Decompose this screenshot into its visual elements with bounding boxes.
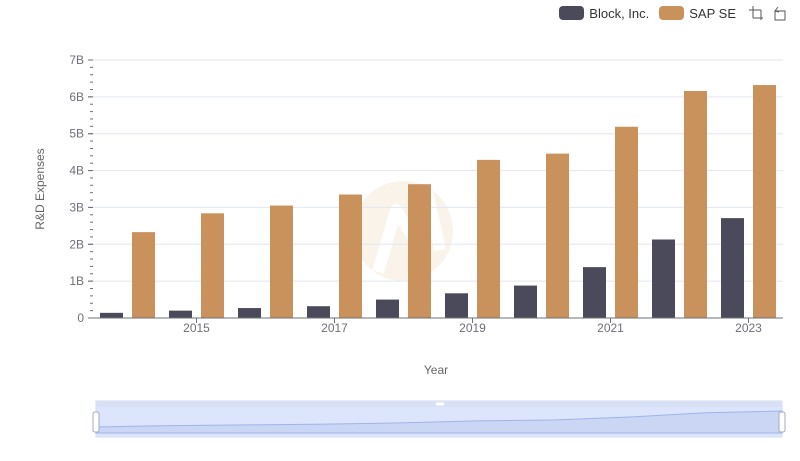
legend-item-block[interactable]: Block, Inc. (559, 6, 649, 21)
datazoom-preview-line (95, 410, 783, 434)
bar-sap-2019 (477, 159, 500, 318)
bar-series[interactable] (100, 85, 776, 319)
y-minor-ticks (88, 59, 93, 319)
watermark-logo (353, 181, 453, 281)
x-tick-label: 2017 (321, 321, 348, 335)
bar-sap-2023 (753, 85, 776, 318)
y-tick-label: 4B (69, 164, 84, 178)
x-axis-title: Year (424, 363, 448, 377)
bar-block-2022 (652, 239, 675, 318)
datazoom-left-handle[interactable] (92, 411, 100, 433)
bar-block-2021 (583, 267, 606, 318)
legend-label-sap: SAP SE (689, 5, 736, 21)
bar-sap-2016 (270, 205, 293, 318)
restore-icon[interactable] (772, 5, 788, 21)
x-tick-label: 2015 (183, 321, 210, 335)
y-tick-label: 5B (69, 127, 84, 141)
x-tick-label: 2019 (459, 321, 486, 335)
datazoom-slider[interactable] (92, 400, 786, 438)
y-axis-tick-labels: 0 1B 2B 3B 4B 5B 6B 7B (69, 53, 84, 325)
bar-block-2014 (100, 312, 123, 318)
x-axis-ticks (196, 318, 749, 323)
x-tick-label: 2023 (735, 321, 762, 335)
legend-item-sap[interactable]: SAP SE (659, 6, 736, 21)
bar-block-2016 (238, 308, 261, 318)
zoom-icon[interactable] (748, 5, 764, 21)
bar-block-2015 (169, 310, 192, 318)
y-tick-label: 0 (77, 311, 84, 325)
bar-block-2020 (514, 285, 537, 318)
y-tick-label: 7B (69, 53, 84, 67)
datazoom-drag-handle[interactable] (436, 402, 444, 406)
chart-legend: Block, Inc. SAP SE (559, 4, 788, 22)
y-axis-title: R&D Expenses (33, 148, 47, 229)
x-axis-tick-labels: 2015 2017 2019 2021 2023 (183, 321, 762, 335)
bar-sap-2017 (339, 194, 362, 318)
y-tick-label: 2B (69, 237, 84, 251)
bar-sap-2015 (201, 213, 224, 318)
x-tick-label: 2021 (597, 321, 624, 335)
bar-block-2019 (445, 293, 468, 318)
bar-block-2017 (307, 306, 330, 318)
bar-block-2018 (376, 299, 399, 318)
bar-sap-2021 (615, 126, 638, 318)
y-tick-label: 3B (69, 200, 84, 214)
bar-sap-2018 (408, 184, 431, 318)
bar-block-2023 (721, 218, 744, 318)
datazoom-right-handle[interactable] (778, 411, 786, 433)
bar-sap-2014 (132, 232, 155, 318)
y-tick-label: 6B (69, 90, 84, 104)
legend-swatch-sap (659, 6, 685, 20)
y-tick-label: 1B (69, 274, 84, 288)
legend-swatch-block (559, 6, 585, 20)
bar-sap-2022 (684, 90, 707, 319)
legend-label-block: Block, Inc. (589, 5, 650, 21)
bar-sap-2020 (546, 153, 569, 318)
